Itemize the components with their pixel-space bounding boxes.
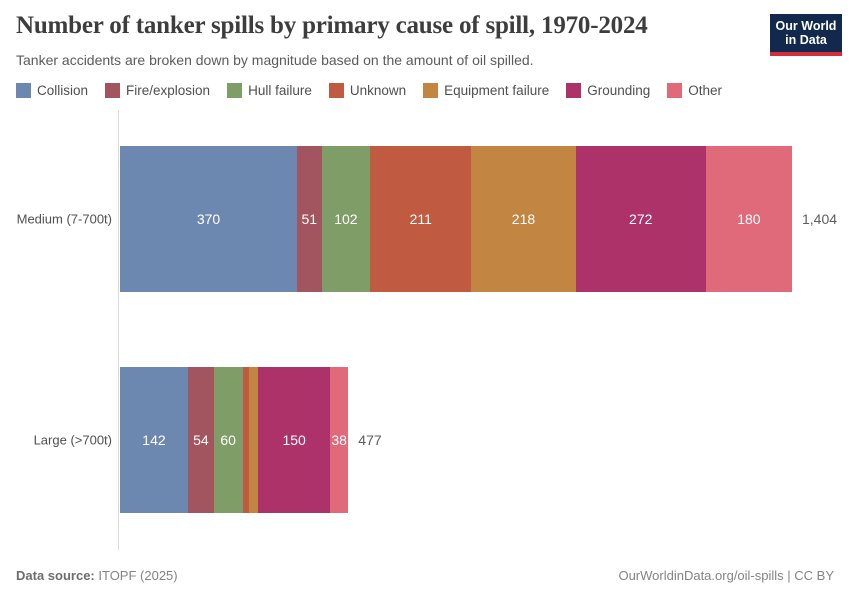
bar-segment[interactable]: 211 xyxy=(370,146,472,292)
legend-item[interactable]: Grounding xyxy=(566,83,650,98)
chart-legend: Collision Fire/explosion Hull failure Unkno… xyxy=(16,83,722,98)
page-subtitle: Tanker accidents are broken down by magn… xyxy=(16,52,534,68)
legend-item[interactable]: Equipment failure xyxy=(423,83,549,98)
legend-label: Grounding xyxy=(587,83,651,98)
legend-label: Fire/explosion xyxy=(126,83,211,98)
data-source-note: Data source: ITOPF (2025) xyxy=(16,568,178,583)
legend-item[interactable]: Unknown xyxy=(328,83,407,98)
owid-logo-line1: Our World xyxy=(775,19,837,33)
bar-segment[interactable]: 60 xyxy=(213,367,243,513)
row-label: Medium (7-700t) xyxy=(16,211,112,227)
legend-swatch-icon xyxy=(105,83,121,98)
legend-item[interactable]: Fire/explosion xyxy=(105,83,210,98)
bar-total-label: 477 xyxy=(358,432,382,448)
chart-footer: Data source: ITOPF (2025) OurWorldinData… xyxy=(16,568,834,583)
page-title: Number of tanker spills by primary cause… xyxy=(16,12,648,39)
legend-label: Equipment failure xyxy=(444,83,550,98)
legend-swatch-icon xyxy=(566,83,582,98)
bar-value-label: 370 xyxy=(196,211,221,227)
bar-value-label: 211 xyxy=(409,211,432,227)
legend-label: Collision xyxy=(37,83,89,98)
bar-segment[interactable] xyxy=(242,367,250,513)
bar-segment[interactable]: 142 xyxy=(120,367,188,513)
row-label: Large (>700t) xyxy=(33,432,112,448)
data-source-value: ITOPF (2025) xyxy=(98,568,178,583)
bar-segment[interactable]: 272 xyxy=(575,146,706,292)
bar-value-label: 54 xyxy=(193,432,209,448)
legend-swatch-icon xyxy=(667,83,683,98)
owid-logo[interactable]: Our World in Data xyxy=(770,14,842,56)
legend-item[interactable]: Collision xyxy=(16,83,88,98)
bar-row: 142 54 60 150 38 xyxy=(120,367,349,513)
legend-label: Other xyxy=(688,83,723,98)
bar-segment[interactable]: 218 xyxy=(471,146,576,292)
bar-segment[interactable] xyxy=(249,367,259,513)
bar-total-label: 1,404 xyxy=(802,211,838,227)
legend-item[interactable]: Other xyxy=(667,83,722,98)
bar-segment[interactable]: 54 xyxy=(187,367,214,513)
legend-item[interactable]: Hull failure xyxy=(227,83,312,98)
bar-value-label: 180 xyxy=(737,211,761,227)
bar-segment[interactable]: 102 xyxy=(321,146,371,292)
bar-segment[interactable]: 51 xyxy=(297,146,322,292)
y-axis-line xyxy=(118,110,119,550)
owid-citation-link[interactable]: OurWorldinData.org/oil-spills | CC BY xyxy=(618,568,834,583)
bar-value-label: 150 xyxy=(282,432,306,448)
bar-value-label: 51 xyxy=(301,211,318,227)
bar-value-label: 102 xyxy=(334,211,358,227)
legend-swatch-icon xyxy=(423,83,439,98)
data-source-label: Data source: xyxy=(16,568,95,583)
legend-swatch-icon xyxy=(227,83,243,98)
bar-value-label: 38 xyxy=(331,432,347,448)
bar-value-label: 218 xyxy=(511,211,536,227)
bar-value-label: 142 xyxy=(142,432,166,448)
bar-segment[interactable]: 370 xyxy=(120,146,298,292)
legend-swatch-icon xyxy=(328,83,344,98)
bar-value-label: 60 xyxy=(220,432,236,448)
bar-segment[interactable]: 150 xyxy=(258,367,331,513)
bar-segment[interactable]: 180 xyxy=(705,146,792,292)
bar-row: 370 51 102 211 218 272 180 xyxy=(120,146,792,292)
legend-label: Unknown xyxy=(349,83,407,98)
bar-segment[interactable]: 38 xyxy=(330,367,349,513)
legend-swatch-icon xyxy=(16,83,31,98)
owid-logo-line2: in Data xyxy=(785,33,827,47)
bar-value-label: 272 xyxy=(629,211,653,227)
legend-label: Hull failure xyxy=(248,83,312,98)
